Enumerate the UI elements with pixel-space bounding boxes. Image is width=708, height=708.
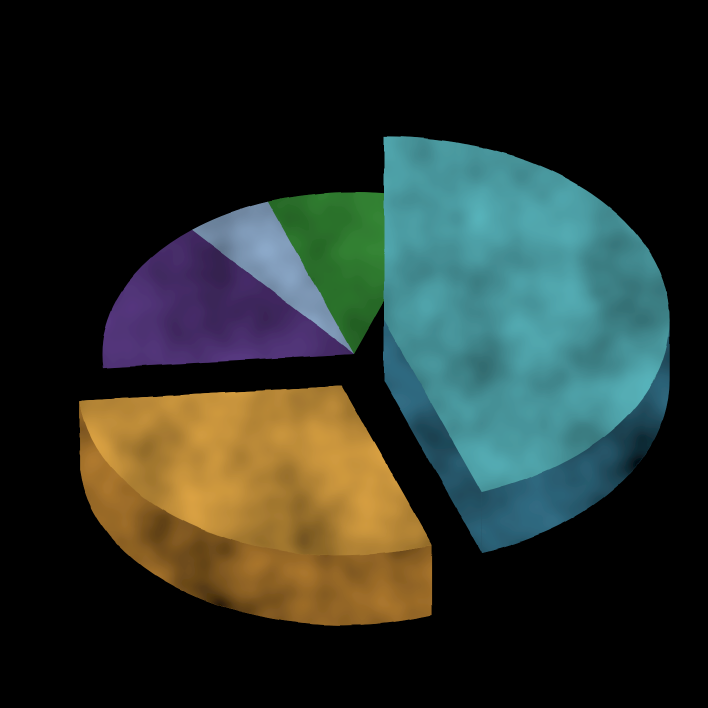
slice-orange (80, 386, 432, 625)
pie-chart-3d (0, 0, 708, 708)
slice-teal (384, 136, 670, 552)
